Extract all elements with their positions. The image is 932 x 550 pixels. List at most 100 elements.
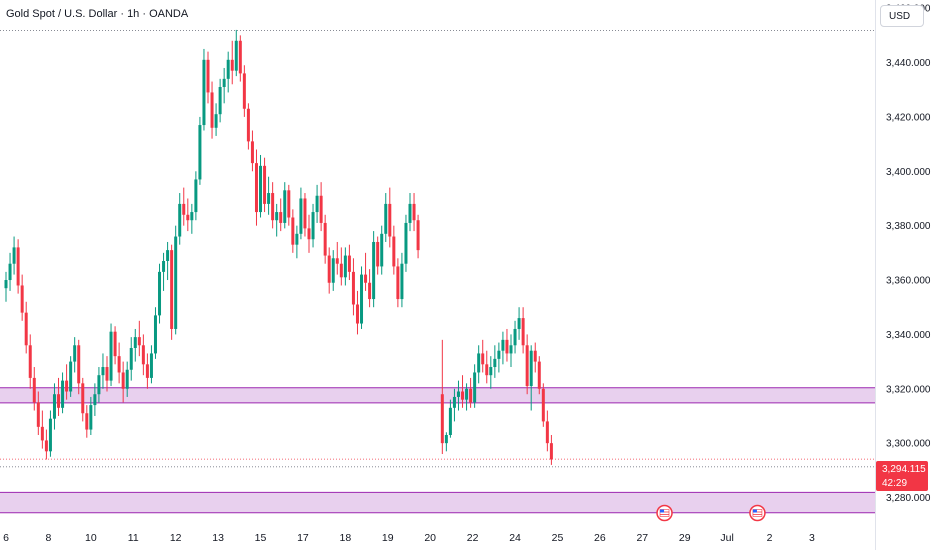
x-tick-label: 6 — [3, 532, 9, 544]
candle-body — [404, 222, 408, 264]
candle-body — [8, 263, 12, 281]
candle-body — [16, 247, 20, 286]
candle-body — [97, 375, 101, 395]
candle-body — [242, 73, 246, 109]
candle-body — [259, 165, 263, 213]
candle-body — [238, 40, 242, 74]
candle-body — [335, 258, 339, 264]
candle-body — [372, 241, 376, 300]
x-tick-label: 24 — [509, 532, 521, 544]
zone-0-fill — [0, 387, 875, 403]
candle-body — [303, 198, 307, 229]
candle-body — [105, 367, 109, 381]
candle-body — [347, 255, 351, 272]
y-tick-label: 3,360.000 — [886, 276, 931, 287]
candle-body — [166, 250, 170, 261]
candlesticks — [4, 29, 553, 465]
candle-body — [456, 391, 460, 397]
candle-body — [384, 203, 388, 234]
x-tick-label: 17 — [297, 532, 309, 544]
candle-body — [307, 228, 311, 240]
price-axis[interactable]: 3,460.0003,440.0003,420.0003,400.0003,38… — [886, 4, 931, 504]
candle-body — [537, 361, 541, 389]
candle-body — [77, 345, 81, 384]
candle-body — [444, 435, 448, 444]
candle-body — [202, 59, 206, 126]
chart-title: Gold Spot / U.S. Dollar · 1h · OANDA — [6, 8, 189, 20]
candle-body — [246, 108, 250, 142]
candle-body — [133, 337, 137, 348]
candle-body — [101, 367, 105, 376]
x-tick-label: 26 — [594, 532, 606, 544]
candle-body — [65, 380, 69, 392]
candle-body — [226, 59, 230, 79]
x-tick-label: 27 — [636, 532, 648, 544]
candle-body — [137, 337, 141, 346]
zone-1-fill — [0, 492, 875, 513]
candle-body — [533, 350, 537, 362]
interval-label[interactable]: 1h — [127, 8, 140, 20]
candle-body — [250, 141, 254, 164]
flag-field — [659, 509, 670, 517]
candle-body — [210, 92, 214, 128]
broker-label: OANDA — [149, 8, 189, 20]
x-tick-label: 20 — [424, 532, 436, 544]
candle-body — [93, 394, 97, 406]
candle-body — [190, 212, 194, 221]
candle-body — [461, 391, 465, 400]
candle-body — [186, 214, 190, 221]
time-axis[interactable]: 6 8 10 11 12 13 15 17 18 19 20 22 24 25 26 27 29 Jul 2 3 — [3, 532, 815, 544]
candle-body — [12, 247, 16, 264]
candle-body — [162, 261, 166, 272]
x-tick-label: 18 — [340, 532, 352, 544]
candle-body — [299, 198, 303, 234]
candle-body — [28, 345, 32, 378]
candle-body — [380, 233, 384, 267]
x-tick-label: 15 — [255, 532, 267, 544]
candle-body — [117, 356, 121, 373]
candle-body — [44, 440, 48, 452]
candle-body — [525, 345, 529, 387]
candle-body — [339, 263, 343, 278]
y-tick-label: 3,280.000 — [886, 493, 931, 504]
candle-body — [182, 203, 186, 215]
candle-body — [529, 350, 533, 387]
candle-body — [174, 236, 178, 329]
x-tick-label: Jul — [720, 532, 733, 544]
y-tick-label: 3,440.000 — [886, 58, 931, 69]
candle-body — [396, 266, 400, 300]
candle-body — [408, 203, 412, 223]
candle-body — [291, 217, 295, 245]
candle-body — [283, 190, 287, 223]
y-tick-label: 3,400.000 — [886, 167, 931, 178]
currency-button[interactable]: USD — [880, 5, 924, 27]
candle-body — [311, 212, 315, 240]
candle-body — [198, 125, 202, 180]
x-tick-label: 22 — [467, 532, 479, 544]
candle-body — [327, 255, 331, 283]
y-tick-label: 3,320.000 — [886, 384, 931, 395]
candle-body — [69, 361, 73, 392]
candle-body — [145, 364, 149, 378]
candle-body — [412, 203, 416, 221]
x-tick-label: 13 — [212, 532, 224, 544]
candle-body — [153, 315, 157, 354]
candle-body — [323, 222, 327, 256]
candle-body — [368, 282, 372, 300]
candle-body — [501, 339, 505, 351]
y-tick-label: 3,380.000 — [886, 221, 931, 232]
candle-body — [121, 372, 125, 389]
x-tick-label: 19 — [382, 532, 394, 544]
candle-body — [331, 258, 335, 283]
candle-body — [222, 78, 226, 87]
candle-body — [469, 388, 473, 403]
candle-body — [234, 40, 238, 71]
candle-body — [218, 87, 222, 115]
symbol-name[interactable]: Gold Spot / U.S. Dollar — [6, 8, 118, 20]
candle-body — [364, 274, 368, 283]
candle-body — [89, 405, 93, 430]
candle-body — [279, 212, 283, 223]
candle-body — [473, 372, 477, 403]
candle-body — [392, 236, 396, 267]
